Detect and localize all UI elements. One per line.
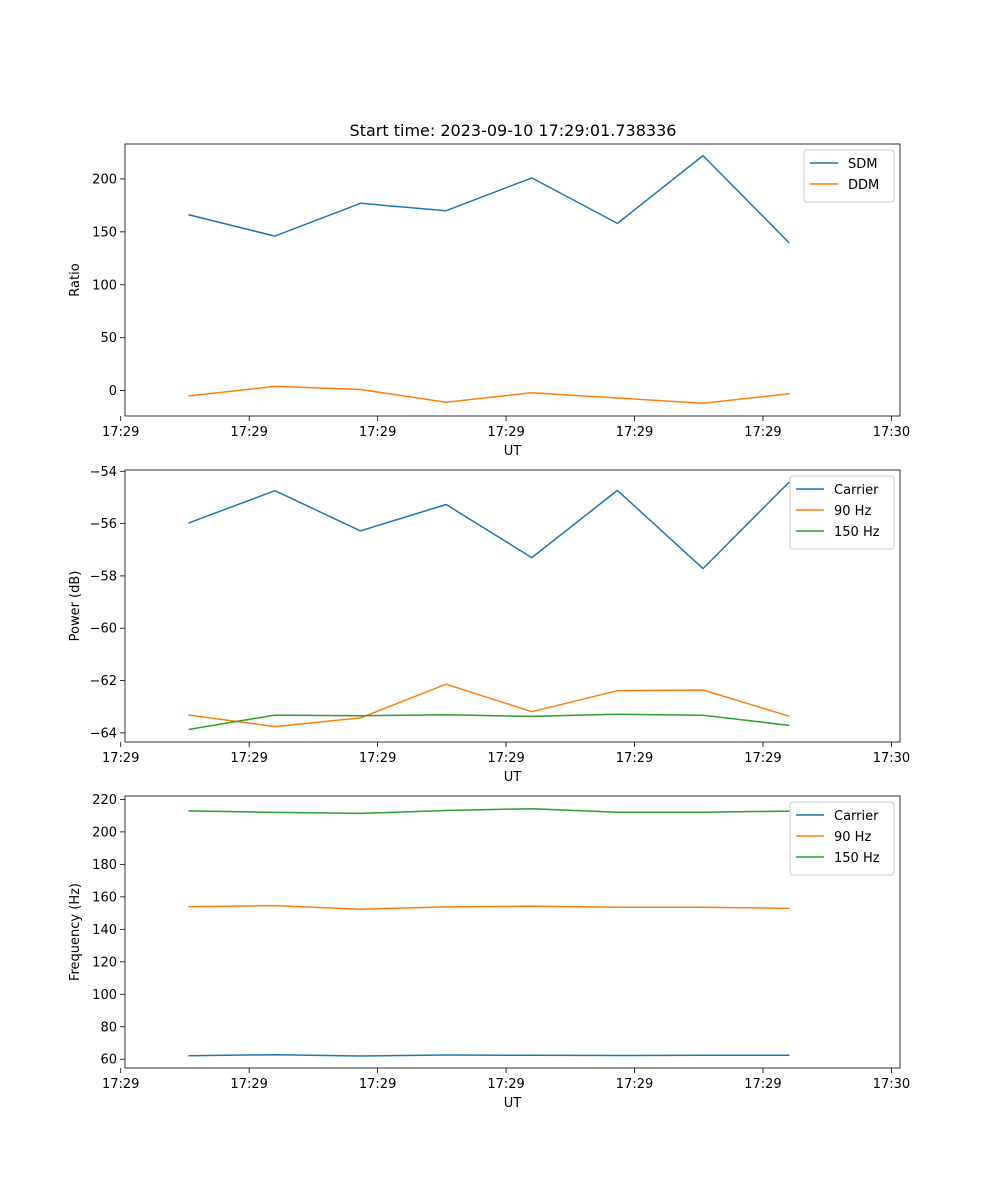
x-tick-label-ratio: 17:29 (616, 425, 653, 440)
panel-frequency: 60 80 100 120 140 160 180 200 220 17:29 17:29 17:29… (68, 793, 910, 1111)
x-tick-label-ratio: 17:29 (230, 425, 267, 440)
x-axis-label-ratio: UT (504, 444, 522, 459)
x-tick-label-power: 17:29 (230, 751, 267, 766)
x-tick-label-frequency: 17:29 (230, 1077, 267, 1092)
y-tick-label-ratio: 0 (109, 384, 117, 399)
x-tick-label-frequency: 17:29 (487, 1077, 524, 1092)
x-tick-label-power: 17:29 (102, 751, 139, 766)
series-line-power-150-hz (188, 713, 790, 731)
x-tick-label-frequency: 17:29 (102, 1077, 139, 1092)
y-tick-label-frequency: 220 (92, 793, 117, 808)
x-tick-label-power: 17:29 (744, 751, 781, 766)
x-tick-label-power: 17:29 (359, 751, 396, 766)
x-tick-label-ratio: 17:29 (744, 425, 781, 440)
series-line-frequency-150-hz (188, 807, 790, 815)
x-tick-label-ratio: 17:29 (487, 425, 524, 440)
axes-frame-power (124, 469, 901, 743)
y-tick-label-frequency: 60 (100, 1053, 117, 1068)
legend-label-power-150-hz: 150 Hz (834, 525, 880, 540)
panel-ratio: 0 50 100 150 200 17:29 17:29 17:29 17:29 17:29 17:… (68, 143, 910, 459)
legend-label-ratio-ddm: DDM (848, 178, 879, 193)
y-tick-label-ratio: 100 (92, 278, 117, 293)
x-tick-label-power: 17:30 (873, 751, 910, 766)
y-axis-label-frequency: Frequency (Hz) (68, 883, 83, 981)
y-tick-label-frequency: 160 (92, 890, 117, 905)
panels: 0 50 100 150 200 17:29 17:29 17:29 17:29 17:29 17:… (68, 143, 910, 1111)
series-line-frequency-90-hz (188, 904, 790, 910)
y-tick-label-power: −60 (90, 622, 117, 637)
legend-frequency: Carrier 90 Hz 150 Hz (789, 801, 895, 876)
x-tick-label-power: 17:29 (616, 751, 653, 766)
series-line-ratio-sdm (188, 154, 790, 244)
y-tick-label-power: −62 (90, 674, 117, 689)
legend-power: Carrier 90 Hz 150 Hz (789, 475, 895, 550)
y-tick-label-frequency: 180 (92, 858, 117, 873)
legend-ratio: SDM DDM (803, 149, 895, 203)
y-tick-label-frequency: 100 (92, 988, 117, 1003)
chart-title: Start time: 2023-09-10 17:29:01.738336 (350, 121, 677, 140)
axes-frame-frequency (124, 795, 901, 1069)
legend-label-power-90-hz: 90 Hz (834, 504, 871, 519)
x-tick-label-frequency: 17:30 (873, 1077, 910, 1092)
x-axis-label-power: UT (504, 770, 522, 785)
y-tick-label-power: −58 (90, 569, 117, 584)
series-line-frequency-carrier (188, 1053, 790, 1057)
y-tick-label-ratio: 200 (92, 172, 117, 187)
series-line-ratio-ddm (188, 385, 790, 405)
y-axis-label-power: Power (dB) (68, 571, 83, 642)
legend-label-frequency-carrier: Carrier (834, 809, 879, 824)
x-tick-label-frequency: 17:29 (744, 1077, 781, 1092)
y-tick-label-frequency: 200 (92, 825, 117, 840)
legend-label-power-carrier: Carrier (834, 483, 879, 498)
y-axis-label-ratio: Ratio (68, 263, 83, 296)
y-tick-label-frequency: 120 (92, 955, 117, 970)
y-tick-label-ratio: 150 (92, 225, 117, 240)
legend-label-ratio-sdm: SDM (848, 157, 877, 172)
y-tick-label-power: −64 (90, 726, 117, 741)
y-tick-label-frequency: 140 (92, 923, 117, 938)
y-tick-label-frequency: 80 (100, 1020, 117, 1035)
x-tick-label-ratio: 17:29 (102, 425, 139, 440)
x-tick-label-ratio: 17:29 (359, 425, 396, 440)
x-tick-label-power: 17:29 (487, 751, 524, 766)
legend-label-frequency-90-hz: 90 Hz (834, 830, 871, 845)
x-axis-label-frequency: UT (504, 1096, 522, 1111)
series-line-power-carrier (188, 481, 790, 570)
x-tick-label-frequency: 17:29 (359, 1077, 396, 1092)
series-line-power-90-hz (188, 683, 790, 728)
legend-label-frequency-150-hz: 150 Hz (834, 851, 880, 866)
y-tick-label-ratio: 50 (100, 331, 117, 346)
panel-power: −64 −62 −60 −58 −56 −54 17:29 17:29 17:29 17:29 17… (68, 465, 910, 785)
y-tick-label-power: −56 (90, 517, 117, 532)
x-tick-label-frequency: 17:29 (616, 1077, 653, 1092)
y-tick-label-power: −54 (90, 465, 117, 480)
axes-frame-ratio (124, 143, 901, 417)
x-tick-label-ratio: 17:30 (873, 425, 910, 440)
